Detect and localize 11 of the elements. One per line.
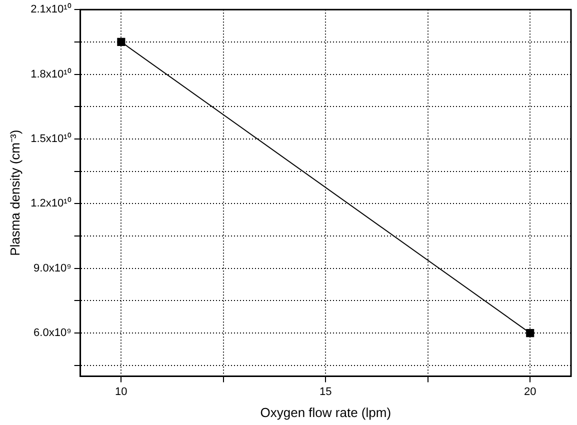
x-tick-label: 10 (115, 386, 128, 398)
y-tick-label: 2.1x10¹⁰ (30, 2, 72, 16)
x-axis-title: Oxygen flow rate (lpm) (260, 404, 392, 420)
x-tick-label: 20 (524, 386, 536, 398)
y-tick-label: 1.8x10¹⁰ (30, 67, 72, 80)
y-axis-title: Plasma density (cm⁻³) (7, 130, 22, 256)
y-tick-label: 1.5x10¹⁰ (30, 132, 72, 146)
x-tick-label: 15 (320, 386, 332, 398)
y-tick-label: 9.0x10⁹ (34, 262, 72, 274)
y-tick-label: 6.0x10⁹ (34, 327, 72, 340)
y-tick-label: 1.2x10¹⁰ (30, 196, 72, 210)
